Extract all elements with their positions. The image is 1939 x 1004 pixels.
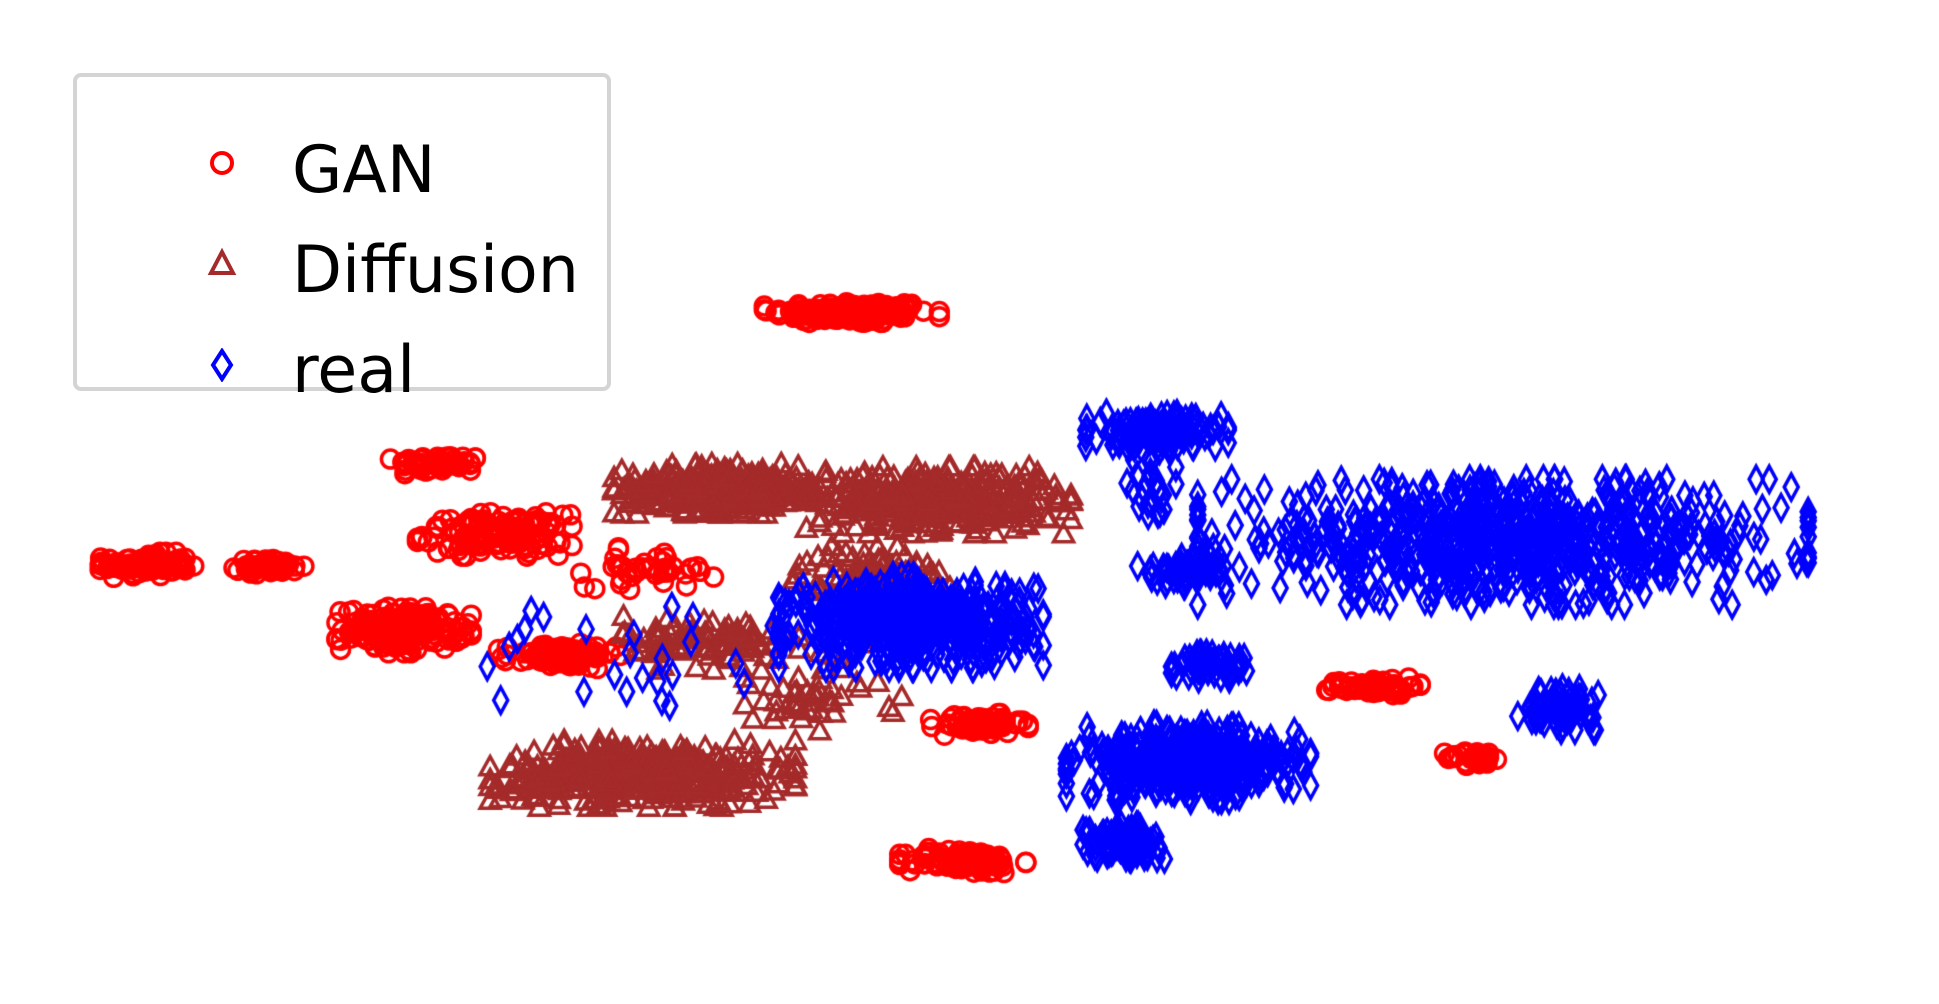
legend-label-gan: GAN bbox=[292, 133, 436, 208]
legend: GAN Diffusion real bbox=[73, 73, 611, 408]
diamond-marker-icon bbox=[210, 348, 234, 382]
legend-item-diffusion: Diffusion bbox=[77, 225, 607, 315]
legend-item-gan: GAN bbox=[77, 125, 607, 215]
legend-label-real: real bbox=[292, 333, 416, 408]
legend-item-real: real bbox=[77, 325, 607, 415]
circle-marker-icon bbox=[210, 151, 234, 175]
legend-label-diffusion: Diffusion bbox=[292, 233, 579, 308]
triangle-marker-icon bbox=[207, 248, 237, 275]
